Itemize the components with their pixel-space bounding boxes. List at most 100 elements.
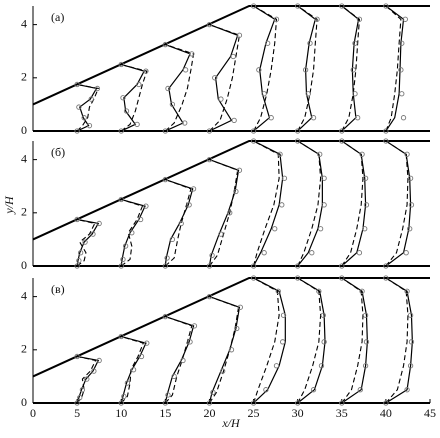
- y-tick-label: 2: [21, 342, 27, 356]
- experiment-point: [230, 53, 236, 60]
- experiment-point: [250, 128, 257, 134]
- experiment-point: [256, 67, 262, 73]
- experiment-point: [277, 151, 283, 157]
- dashed-profile: [164, 316, 193, 404]
- solid-profile: [297, 277, 326, 404]
- experiment-point: [318, 363, 325, 369]
- experiment-point: [79, 387, 86, 393]
- panel-label: (в): [51, 282, 65, 296]
- experiment-point: [162, 400, 168, 406]
- experiment-point: [398, 67, 404, 73]
- experiment-point: [250, 263, 257, 269]
- experiment-point: [273, 16, 280, 22]
- solid-profile: [76, 83, 98, 132]
- experiment-point: [84, 376, 90, 382]
- experiment-point: [261, 91, 267, 97]
- experiment-point: [118, 61, 124, 68]
- experiment-point: [77, 395, 83, 401]
- panel-label: (а): [51, 10, 64, 24]
- experiment-point: [404, 151, 410, 157]
- experiment-point: [182, 120, 188, 126]
- experiment-point: [250, 400, 257, 406]
- experiment-point: [356, 16, 363, 22]
- experiment-point: [190, 186, 197, 192]
- experiment-point: [138, 353, 145, 360]
- experiment-point: [206, 128, 213, 134]
- solid-profile: [164, 315, 195, 404]
- experiment-point: [236, 167, 243, 173]
- solid-profile: [341, 277, 368, 404]
- experiment-point: [407, 175, 414, 181]
- experiment-point: [316, 288, 322, 294]
- experiment-point: [279, 202, 285, 208]
- dashed-profile: [341, 277, 364, 404]
- experiment-point: [339, 263, 345, 269]
- upper-wall: [32, 277, 430, 378]
- dashed-profile: [76, 218, 96, 267]
- y-tick-label: 4: [21, 288, 27, 302]
- experiment-point: [220, 368, 226, 374]
- experiment-point: [162, 263, 168, 269]
- x-tick-label: 10: [115, 406, 127, 420]
- experiment-point: [359, 151, 365, 157]
- experiment-point: [88, 96, 94, 102]
- experiment-point: [123, 108, 130, 114]
- experiment-point: [295, 138, 301, 144]
- solid-profile: [385, 277, 413, 404]
- experiment-point: [189, 51, 195, 57]
- solid-profile: [297, 140, 323, 267]
- solid-profile: [76, 355, 100, 404]
- experiment-point: [403, 250, 409, 256]
- dashed-profile: [341, 140, 364, 267]
- experiment-point: [191, 323, 198, 329]
- experiment-point: [302, 67, 309, 73]
- x-axis-label: x/H: [221, 416, 241, 430]
- experiment-point: [350, 67, 356, 73]
- experiment-point: [130, 367, 137, 373]
- dashed-profile: [385, 277, 409, 404]
- experiment-point: [307, 40, 313, 46]
- dashed-profile: [297, 277, 322, 404]
- experiment-point: [86, 123, 93, 129]
- experiment-point: [218, 231, 224, 237]
- experiment-point: [383, 400, 389, 406]
- dashed-profile: [120, 63, 148, 132]
- experiment-point: [359, 288, 365, 294]
- experiment-point: [250, 275, 257, 281]
- experiment-point: [295, 128, 301, 134]
- experiment-point: [321, 339, 327, 345]
- experiment-point: [169, 236, 176, 243]
- experiment-point: [305, 91, 311, 97]
- experiment-point: [206, 156, 213, 163]
- dashed-profile: [253, 140, 280, 267]
- experiment-point: [314, 16, 320, 22]
- experiment-point: [122, 243, 129, 249]
- experiment-point: [228, 347, 235, 353]
- experiment-point: [265, 40, 271, 46]
- experiment-point: [129, 230, 135, 236]
- x-tick-label: 15: [159, 406, 171, 420]
- x-tick-label: 20: [203, 406, 215, 420]
- experiment-point: [120, 95, 126, 101]
- experiment-point: [321, 202, 327, 208]
- experiment-point: [272, 226, 278, 232]
- experiment-point: [317, 151, 323, 157]
- experiment-point: [206, 21, 213, 28]
- upper-wall: [32, 5, 430, 106]
- experiment-point: [281, 175, 288, 181]
- y-axis-label: y/H: [2, 195, 16, 215]
- experiment-point: [295, 3, 301, 9]
- dashed-profile: [164, 179, 192, 267]
- solid-profile: [209, 24, 239, 132]
- experiment-point: [363, 339, 370, 345]
- y-tick-label: 4: [21, 16, 27, 30]
- experiment-point: [356, 250, 363, 256]
- y-tick-label: 2: [21, 205, 27, 219]
- experiment-point: [206, 263, 213, 269]
- experiment-point: [362, 363, 369, 369]
- solid-profile: [120, 335, 147, 404]
- experiment-point: [162, 41, 168, 48]
- experiment-point: [77, 250, 84, 256]
- experiment-point: [339, 400, 345, 406]
- experiment-point: [383, 138, 389, 144]
